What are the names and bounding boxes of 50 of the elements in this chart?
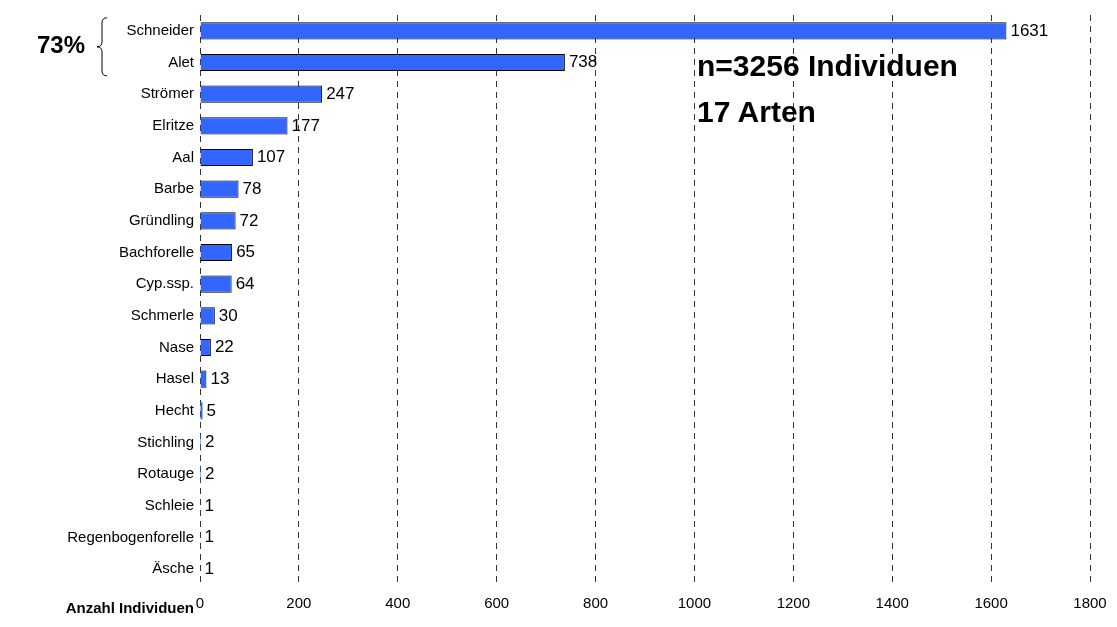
x-tick-label: 400 xyxy=(385,594,411,612)
x-tick-label: 0 xyxy=(195,594,205,612)
data-label: 247 xyxy=(326,83,355,103)
data-label: 738 xyxy=(568,52,598,72)
y-tick-label: Äsche xyxy=(152,559,194,577)
y-tick-label: Rotauge xyxy=(137,464,194,482)
data-label: 2 xyxy=(204,432,215,452)
y-tick-label: Elritze xyxy=(152,115,194,133)
x-tick-label: 1000 xyxy=(677,594,712,612)
text: 73% xyxy=(37,31,86,59)
x-tick-label: 600 xyxy=(484,594,510,612)
data-label: 72 xyxy=(239,210,259,230)
x-tick-label: 200 xyxy=(286,594,312,612)
data-label: 1 xyxy=(204,558,214,578)
x-tick-label: 1800 xyxy=(1073,594,1107,612)
annotation: n=3256 Individuen xyxy=(697,49,958,83)
data-label: 1 xyxy=(204,527,214,547)
y-tick-label: Stichling xyxy=(137,432,194,450)
x-tick-label: 1400 xyxy=(875,594,909,612)
y-tick-label: Schleie xyxy=(144,495,194,513)
y-tick-label: Bachforelle xyxy=(118,242,194,260)
x-tick-label: 1600 xyxy=(974,594,1008,612)
data-label: 13 xyxy=(210,368,230,388)
y-tick-label: Gründling xyxy=(128,210,194,228)
data-label: 107 xyxy=(256,147,286,167)
data-label: 78 xyxy=(242,178,262,198)
y-tick-label: Barbe xyxy=(153,179,194,197)
data-label: 177 xyxy=(291,115,320,135)
y-tick-label: Strömer xyxy=(140,84,194,102)
x-axis-title: Anzahl Individuen xyxy=(65,599,194,617)
y-tick-label: Aal xyxy=(172,147,194,165)
y-tick-label: Schmerle xyxy=(130,305,194,323)
data-label: 1 xyxy=(204,495,214,515)
data-label: 64 xyxy=(235,273,255,293)
data-label: 5 xyxy=(206,400,216,420)
y-tick-label: Schneider xyxy=(126,20,194,38)
y-tick-label: Hasel xyxy=(155,369,194,387)
y-tick-label: Cyp.ssp. xyxy=(135,274,194,292)
y-tick-label: Alet xyxy=(168,52,195,70)
annotation: 17 Arten xyxy=(697,95,816,129)
data-label: 30 xyxy=(218,305,238,325)
y-tick-label: Hecht xyxy=(154,400,195,418)
data-label: 65 xyxy=(236,242,256,262)
data-label: 2 xyxy=(204,463,215,483)
y-tick-label: Regenbogenforelle xyxy=(67,527,194,545)
x-tick-label: 1200 xyxy=(776,594,811,612)
y-tick-label: Nase xyxy=(158,337,194,355)
x-tick-label: 800 xyxy=(583,594,609,612)
data-label: 22 xyxy=(214,337,234,357)
data-label: 1631 xyxy=(1010,20,1049,40)
